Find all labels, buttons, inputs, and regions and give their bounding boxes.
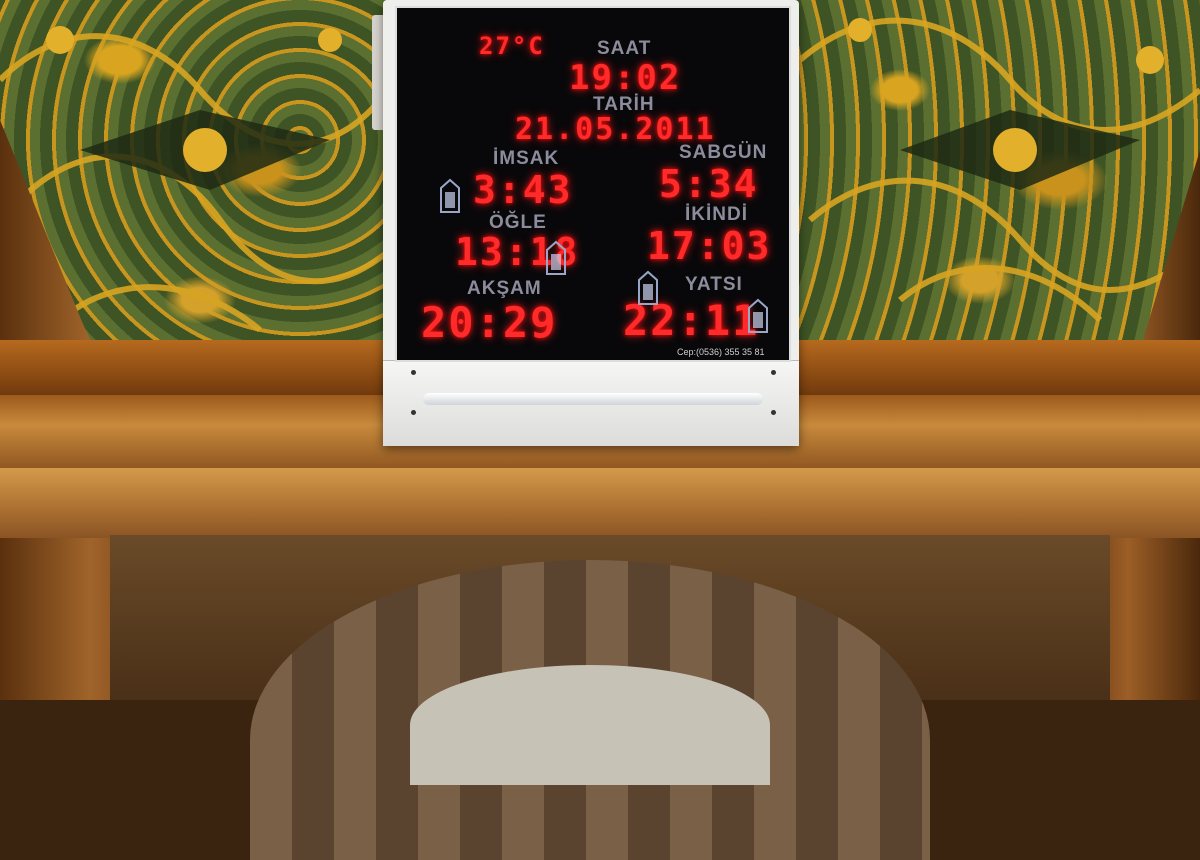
aksam-time: 20:29 [421, 298, 558, 347]
light-strip [423, 393, 763, 405]
imsak-label: İMSAK [493, 148, 560, 169]
prayer-time-display: 27°C SAAT 19:02 TARİH 21.05.2011 İMSAK 3… [383, 0, 799, 446]
lantern-reflection-icon [748, 298, 768, 333]
ikindi-time: 17:03 [647, 224, 772, 268]
aksam-label: AKŞAM [467, 278, 542, 299]
lantern-reflection-icon [638, 270, 658, 305]
ikindi-label: İKİNDİ [685, 204, 748, 225]
sabah-time: 5:34 [659, 162, 759, 206]
phone-number: Cep:(0536) 355 35 81 [677, 347, 765, 357]
screw [411, 370, 416, 375]
arch-opening [410, 665, 770, 785]
sabah-label: SABGÜN [679, 142, 768, 163]
date-label: TARİH [593, 94, 655, 115]
imsak-time: 3:43 [473, 168, 573, 212]
lantern-reflection-icon [546, 240, 566, 275]
yatsi-label: YATSI [685, 274, 743, 295]
led-screen: 27°C SAAT 19:02 TARİH 21.05.2011 İMSAK 3… [395, 6, 791, 362]
ceiling-pattern [0, 17, 1200, 333]
screw [411, 410, 416, 415]
current-date: 21.05.2011 [515, 112, 716, 147]
current-time: 19:02 [569, 58, 682, 98]
lantern-reflection-icon [440, 178, 460, 213]
time-label: SAAT [597, 38, 652, 59]
screw [771, 370, 776, 375]
lower-wood-molding [0, 468, 1200, 538]
ogle-label: ÖĞLE [489, 212, 547, 233]
screw [771, 410, 776, 415]
temperature-readout: 27°C [479, 32, 545, 60]
